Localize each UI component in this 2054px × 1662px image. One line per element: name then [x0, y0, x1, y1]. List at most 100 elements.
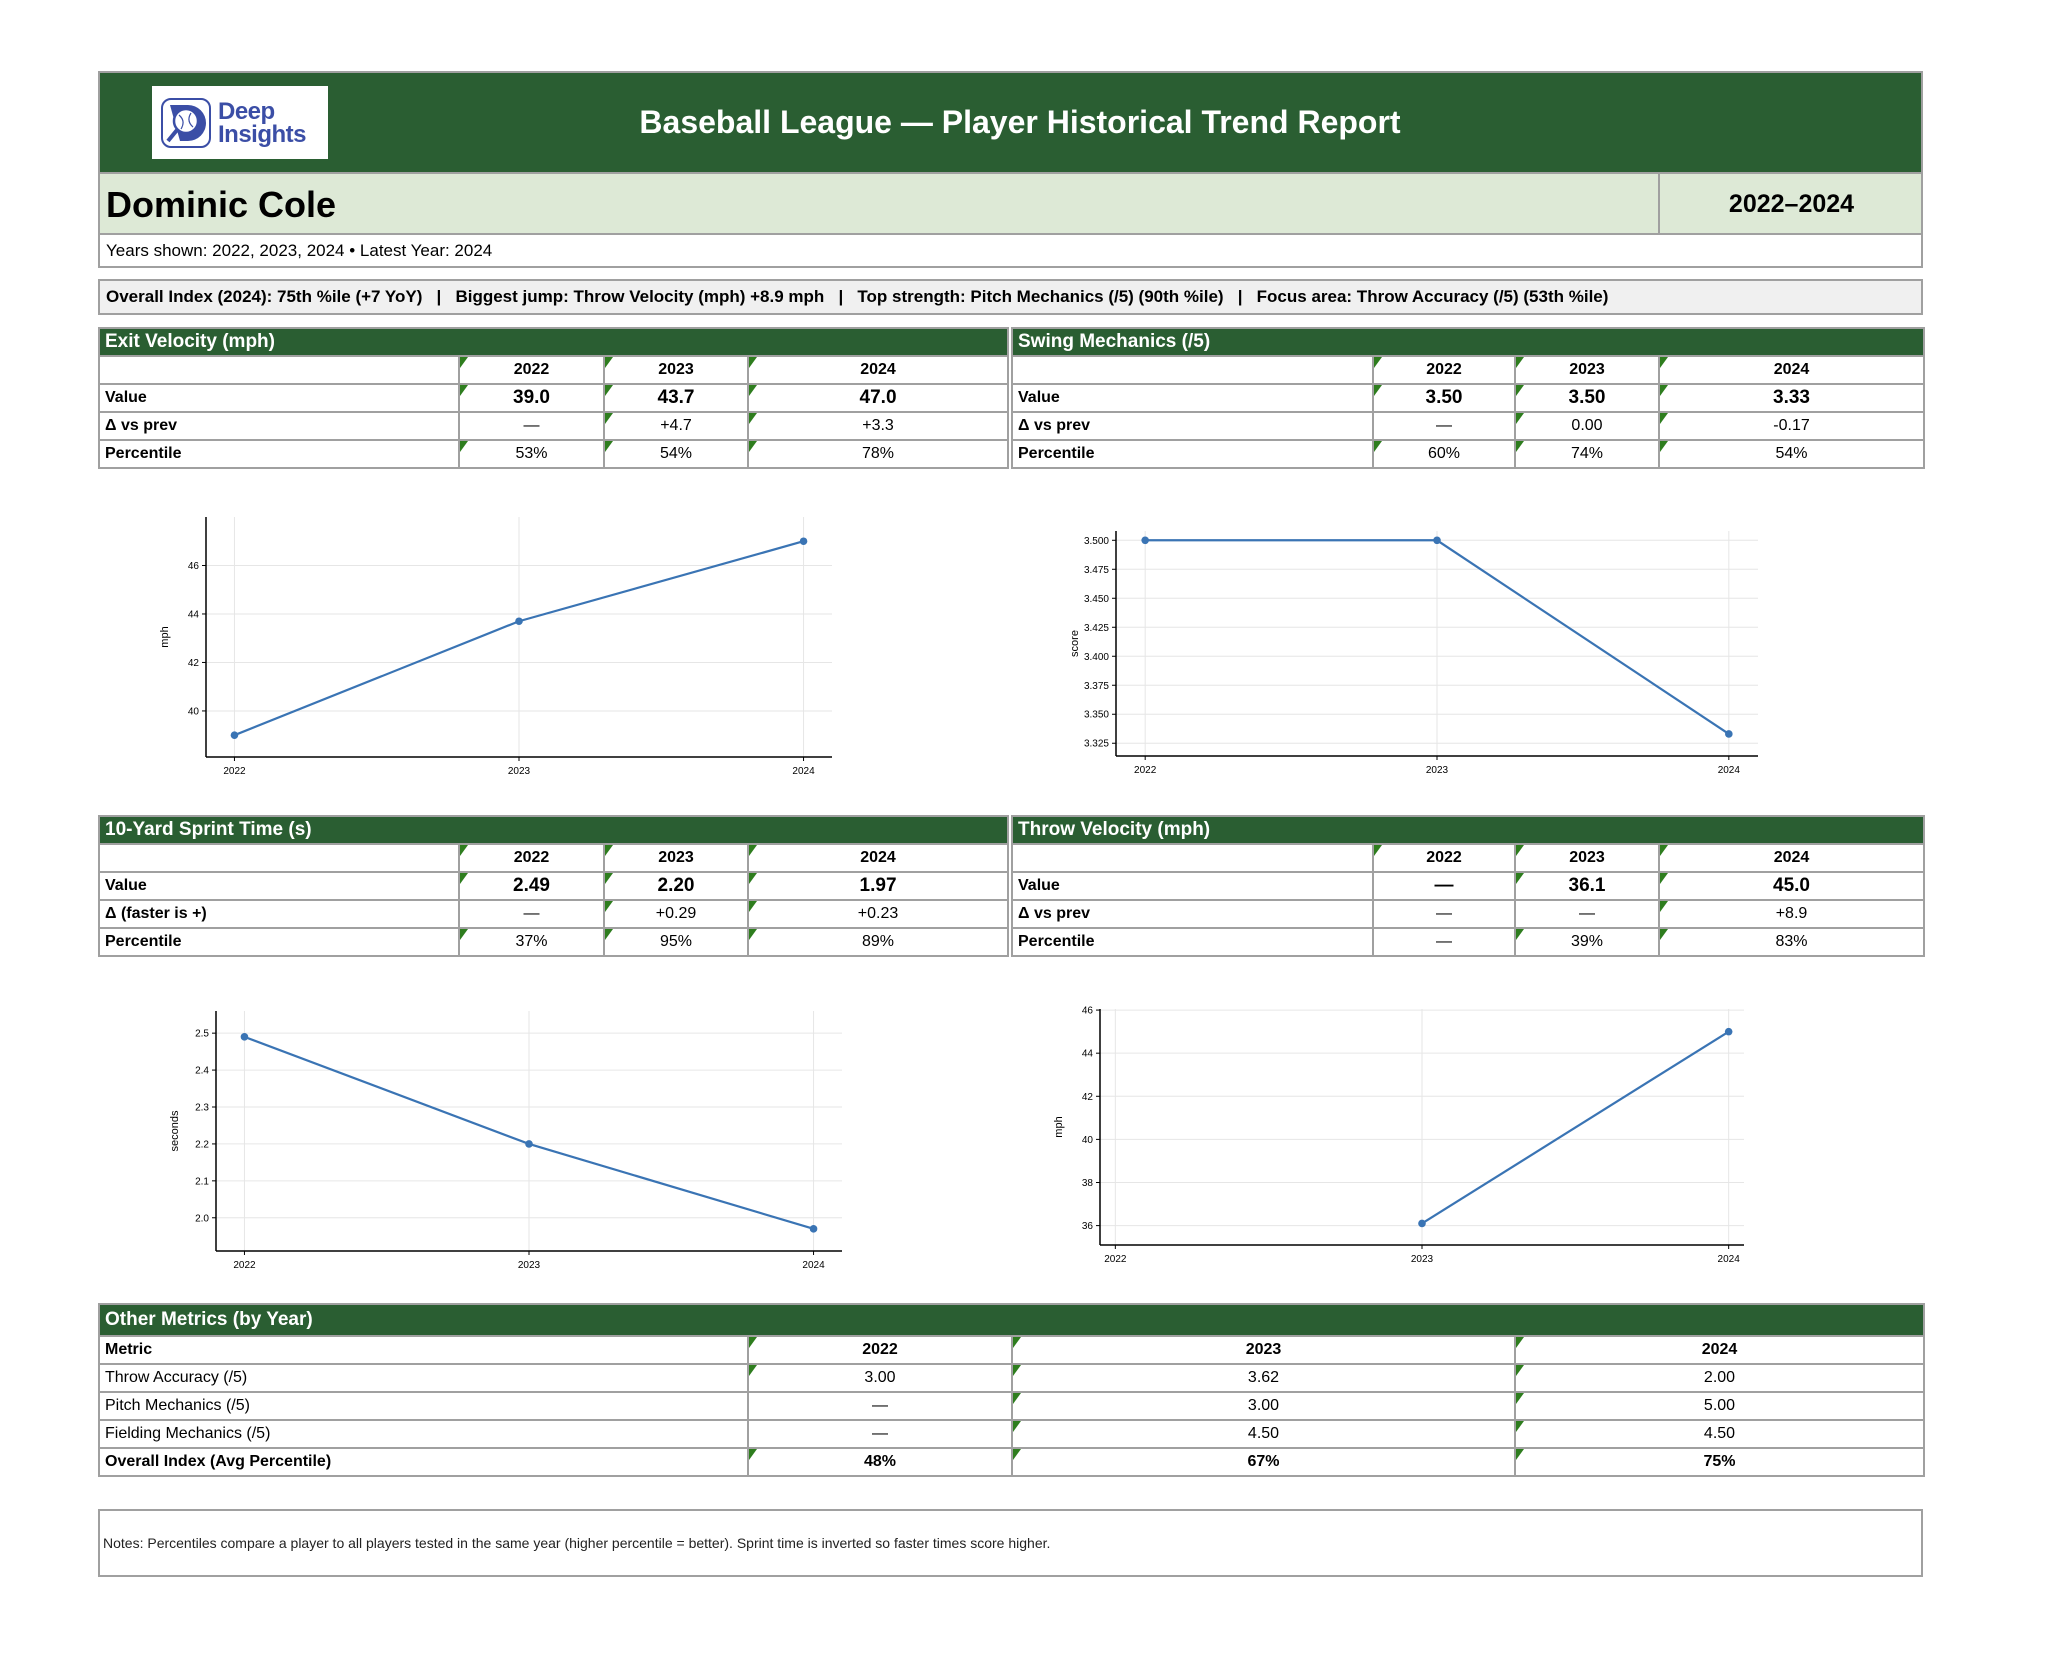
x-tick-label: 2023 — [518, 1260, 541, 1271]
value-cell: 67% — [1011, 1447, 1516, 1477]
year-range: 2022–2024 — [1658, 174, 1923, 235]
value-cell: 0.00 — [1514, 411, 1660, 441]
y-axis-label: mph — [159, 626, 171, 647]
value-cell: — — [458, 899, 605, 929]
player-band — [98, 174, 1923, 235]
value-cell: 5.00 — [1514, 1391, 1925, 1421]
x-tick-label: 2024 — [1718, 1254, 1741, 1265]
table-header-row: 2022 2023 2024 — [98, 843, 1010, 873]
line-chart: 36 38 40 42 44 46 2022 2023 2024 mph — [1053, 1006, 1744, 1265]
series-line — [244, 1035, 814, 1230]
y-tick-label: 3.375 — [1084, 681, 1109, 692]
table-row: Throw Accuracy (/5) 3.00 3.62 2.00 — [98, 1363, 1925, 1393]
metric-table: Swing Mechanics (/5) 2022 2023 2024 Value 3.5… — [1010, 327, 1926, 469]
table-row: Value —36.1 45.0 — [1011, 871, 1925, 901]
x-tick-label: 2023 — [1411, 1254, 1434, 1265]
y-tick-label: 40 — [188, 706, 200, 717]
data-point — [515, 617, 523, 626]
line-chart: 3.325 3.350 3.375 3.400 3.425 3.450 3.475 3.500… — [1069, 531, 1758, 776]
y-tick-label: 3.450 — [1084, 594, 1109, 605]
y-axis-label: seconds — [169, 1110, 181, 1151]
value-cell: +0.23 — [746, 899, 1010, 929]
logo-text-insights: Insights — [218, 120, 307, 148]
year-header: 2024 — [1514, 1335, 1925, 1365]
line-chart: 40 42 44 46 2022 2023 2024 mph — [159, 517, 832, 777]
table-row: Δ vs prev — — +8.9 — [1011, 899, 1925, 929]
table-row: Δ vs prev —0.00 -0.17 — [1011, 411, 1926, 441]
value-cell: — — [1372, 927, 1516, 957]
years-shown: Years shown: 2022, 2023, 2024 • Latest Y… — [98, 235, 1923, 268]
row-label: Percentile — [98, 927, 460, 957]
year-header: 2022 — [1372, 843, 1516, 873]
y-tick-label: 2.3 — [195, 1103, 209, 1114]
data-point — [1724, 1027, 1733, 1036]
other-metrics-table: Other Metrics (by Year) Metric 2022 2023 202… — [98, 1303, 1925, 1477]
year-header: 2023 — [603, 843, 749, 873]
report-header — [98, 71, 1923, 174]
value-cell: 60% — [1372, 439, 1516, 469]
x-tick-label: 2022 — [223, 766, 246, 777]
y-tick-label: 3.475 — [1084, 565, 1109, 576]
row-label: Δ vs prev — [98, 411, 460, 441]
value-cell: +3.3 — [746, 411, 1010, 441]
logo-text-deep: Deep — [218, 97, 275, 125]
x-tick-label: 2024 — [792, 766, 815, 777]
value-cell: 36.1 — [1514, 871, 1660, 901]
value-cell: 48% — [747, 1447, 1013, 1477]
table-row: Percentile —39% 83% — [1011, 927, 1925, 957]
year-header: 2022 — [458, 355, 605, 385]
summary-bar: Overall Index (2024): 75th %ile (+7 YoY)… — [98, 279, 1923, 315]
year-header: 2023 — [1514, 355, 1660, 385]
y-tick-label: 36 — [1082, 1221, 1094, 1232]
x-tick-label: 2024 — [1718, 765, 1741, 776]
y-tick-label: 3.325 — [1084, 739, 1109, 750]
value-cell: 3.33 — [1657, 383, 1926, 413]
value-cell: 45.0 — [1658, 871, 1925, 901]
value-cell: 2.49 — [458, 871, 605, 901]
y-tick-label: 44 — [188, 609, 200, 620]
data-point — [240, 1033, 249, 1041]
year-header: 2024 — [746, 355, 1010, 385]
table-row: Pitch Mechanics (/5) —3.00 5.00 — [98, 1391, 1925, 1421]
year-header: 2023 — [1514, 843, 1660, 873]
data-point — [1725, 730, 1733, 738]
y-tick-label: 44 — [1082, 1049, 1094, 1060]
value-cell: 1.97 — [746, 871, 1010, 901]
year-header: 2022 — [747, 1335, 1013, 1365]
y-tick-label: 42 — [188, 658, 200, 669]
value-cell: +8.9 — [1658, 899, 1925, 929]
x-tick-label: 2022 — [233, 1260, 256, 1271]
row-label: Throw Accuracy (/5) — [98, 1363, 749, 1393]
x-tick-label: 2024 — [802, 1260, 825, 1271]
data-point — [799, 537, 808, 546]
table-header-row: 2022 2023 2024 — [98, 355, 1010, 385]
metric-table-title: Exit Velocity (mph) — [97, 327, 1010, 357]
value-cell: 83% — [1658, 927, 1925, 957]
value-cell: 3.00 — [1011, 1391, 1516, 1421]
value-cell: +4.7 — [603, 411, 749, 441]
year-header: 2022 — [458, 843, 605, 873]
year-header: 2024 — [1657, 355, 1926, 385]
year-header: 2023 — [1011, 1335, 1516, 1365]
value-cell: 39.0 — [458, 383, 605, 413]
x-tick-label: 2022 — [1134, 765, 1157, 776]
y-tick-label: 38 — [1082, 1178, 1094, 1189]
blank-cell — [98, 843, 460, 873]
blank-cell — [1011, 843, 1374, 873]
value-cell: 3.50 — [1372, 383, 1516, 413]
year-header: 2024 — [1658, 843, 1925, 873]
value-cell: 3.62 — [1011, 1363, 1516, 1393]
y-tick-label: 40 — [1082, 1135, 1094, 1146]
row-label: Δ vs prev — [1011, 411, 1374, 441]
row-label: Pitch Mechanics (/5) — [98, 1391, 749, 1421]
year-header: 2024 — [746, 843, 1010, 873]
value-cell: 47.0 — [746, 383, 1010, 413]
table-row: Fielding Mechanics (/5) —4.50 4.50 — [98, 1419, 1925, 1449]
table-row: Percentile 53% 54% 78% — [98, 439, 1010, 469]
x-tick-label: 2023 — [508, 766, 531, 777]
table-row: Δ vs prev — +4.7 +3.3 — [98, 411, 1010, 441]
y-tick-label: 2.0 — [195, 1213, 209, 1224]
value-cell: 74% — [1514, 439, 1660, 469]
metric-header: Metric — [98, 1335, 749, 1365]
y-tick-label: 3.350 — [1084, 710, 1109, 721]
